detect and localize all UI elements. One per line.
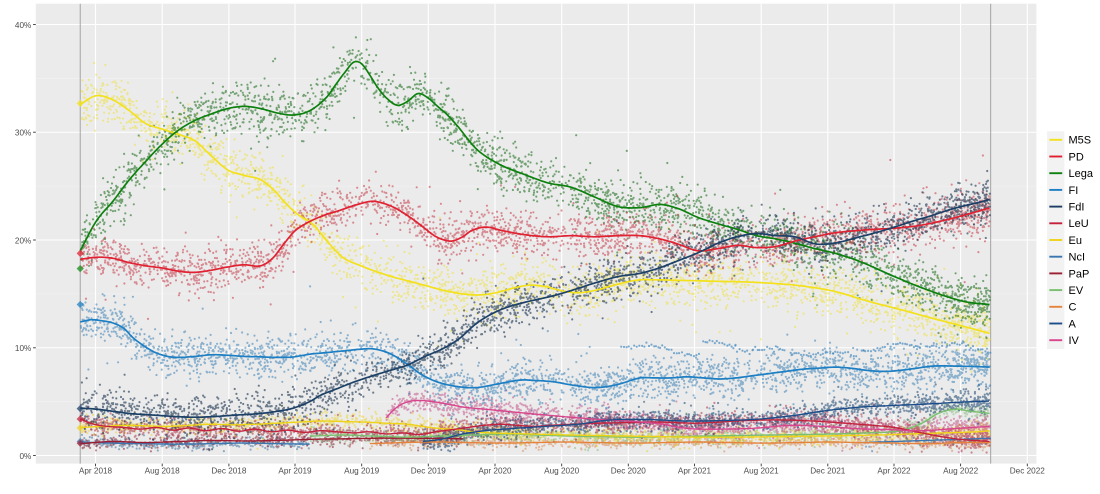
svg-text:Dec 2019: Dec 2019 [411,467,446,476]
svg-text:Apr 2021: Apr 2021 [678,467,712,476]
svg-text:Aug 2018: Aug 2018 [145,467,181,476]
svg-text:Dec 2021: Dec 2021 [810,467,845,476]
svg-text:M5S: M5S [1069,135,1092,147]
svg-text:Dec 2018: Dec 2018 [211,467,246,476]
svg-text:Eu: Eu [1069,235,1082,247]
svg-text:FdI: FdI [1069,202,1085,214]
svg-text:EV: EV [1069,285,1084,297]
svg-text:Dec 2020: Dec 2020 [611,467,646,476]
svg-text:PD: PD [1069,151,1084,163]
svg-text:Lega: Lega [1069,168,1094,180]
svg-text:NcI: NcI [1069,252,1086,264]
svg-text:Aug 2020: Aug 2020 [544,467,580,476]
svg-text:IV: IV [1069,335,1080,347]
svg-text:Dec 2022: Dec 2022 [1010,467,1045,476]
svg-text:Apr 2022: Apr 2022 [877,467,911,476]
svg-text:Aug 2021: Aug 2021 [744,467,780,476]
svg-text:PaP: PaP [1069,268,1090,280]
svg-text:10%: 10% [15,344,31,353]
svg-text:Apr 2019: Apr 2019 [278,467,312,476]
svg-text:Apr 2018: Apr 2018 [79,467,113,476]
svg-text:30%: 30% [15,129,31,138]
svg-text:LeU: LeU [1069,218,1089,230]
svg-text:40%: 40% [15,21,31,30]
svg-text:A: A [1069,318,1077,330]
svg-text:FI: FI [1069,185,1079,197]
svg-text:Apr 2020: Apr 2020 [478,467,512,476]
svg-text:C: C [1069,302,1077,314]
svg-text:20%: 20% [15,236,31,245]
svg-text:Aug 2022: Aug 2022 [943,467,979,476]
svg-text:Aug 2019: Aug 2019 [344,467,380,476]
svg-text:0%: 0% [19,452,31,461]
